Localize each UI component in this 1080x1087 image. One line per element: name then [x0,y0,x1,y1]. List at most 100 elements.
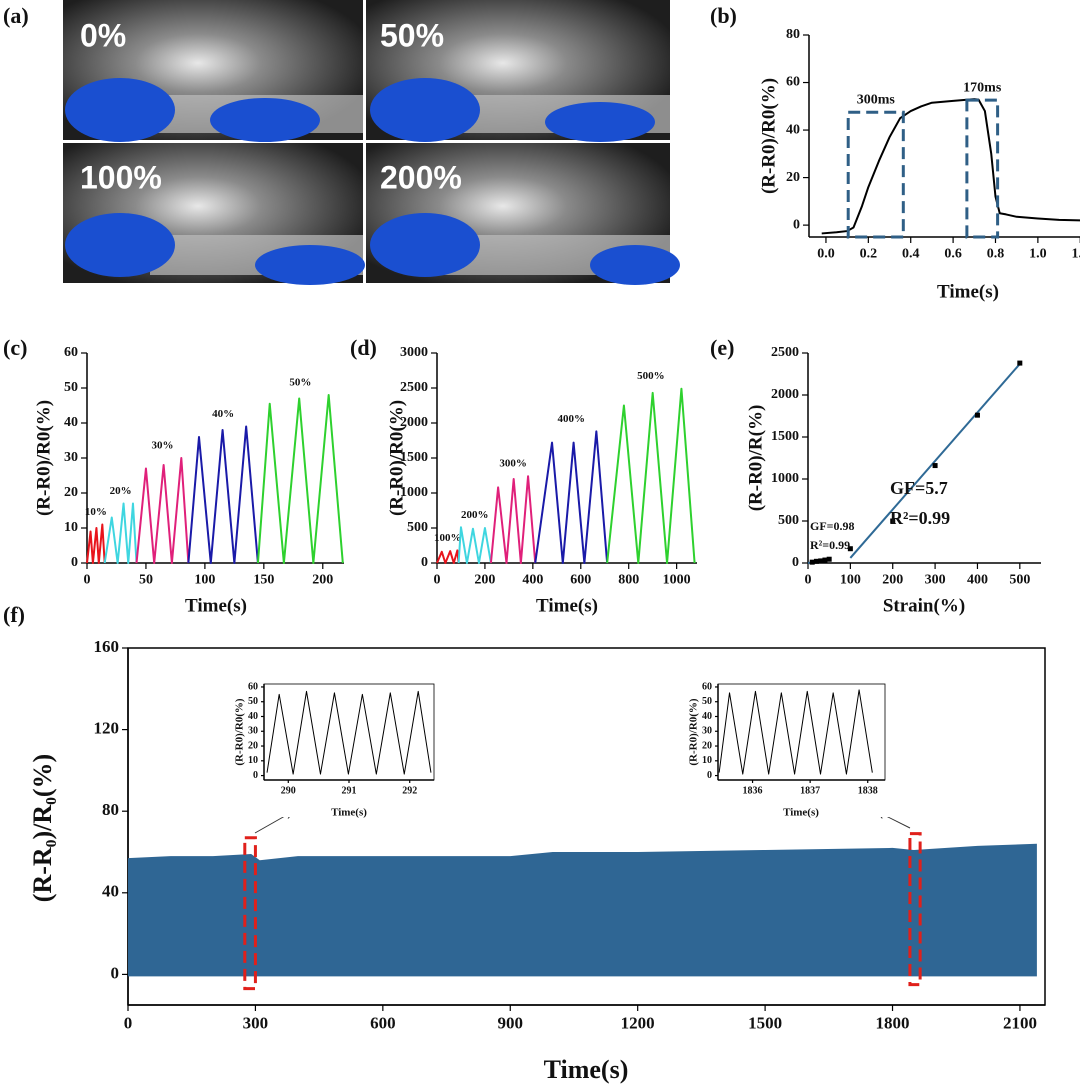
y-axis-title: (R-R0)/R0(%) [234,698,246,766]
x-tick-label: 2100 [1003,1014,1037,1033]
y-tick-label: 30 [64,450,78,465]
x-tick-label: 500 [1009,572,1030,587]
panel-label: (a) [3,3,29,28]
highlight-box [908,832,922,987]
y-tick-label: 80 [786,27,800,42]
series-label: 300% [499,458,527,470]
x-tick-label: 1.2 [1072,246,1080,261]
y-tick-label: 1000 [400,485,428,500]
series-label: 40% [212,408,234,420]
highlight-box [243,836,257,991]
y-tick-label: 50 [64,380,78,395]
x-tick-label: 600 [570,572,591,587]
y-tick-label: 0 [707,770,712,781]
x-axis-title: Time(s) [185,595,247,616]
x-axis-title: Time(s) [544,1055,629,1084]
series-label: 200% [461,509,489,521]
data-line [534,430,609,564]
photo-grid: 0% 50% 100% 200% [63,0,680,285]
data-point [822,557,828,563]
photo-caption: 100% [80,159,162,195]
x-tick-label: 1836 [743,785,763,796]
x-tick-label: 400 [967,572,988,587]
data-point [890,518,896,524]
x-tick-label: 1000 [663,572,691,587]
panel-label: (f) [3,602,25,627]
data-line [86,523,106,564]
panel-label: (b) [710,3,737,28]
y-tick-label: 1500 [400,450,428,465]
x-axis-title: Time(s) [783,807,819,819]
x-axis-title: Strain(%) [883,595,965,616]
x-tick-label: 200 [882,572,903,587]
x-tick-label: 200 [474,572,495,587]
data-line [457,526,492,564]
chart-panel: 290 291 292 0 10 20 30 40 50 60 Time(s) (R-R0)/R0(%… [226,676,442,819]
data-point [1017,360,1023,366]
photo-caption: 200% [380,159,462,195]
y-axis-title: (R-R0)/R(%) [745,405,766,512]
y-axis-title: (R-R₀)/R₀(%) [28,754,57,902]
data-line [135,457,190,564]
y-tick-label: 40 [786,122,800,137]
data-area [128,843,1037,977]
x-tick-label: 0.8 [987,246,1005,261]
y-tick-label: 160 [94,637,120,656]
y-tick-label: 60 [702,681,712,692]
x-tick-label: 0 [84,572,91,587]
y-tick-label: 500 [407,520,428,535]
series-label: 500% [637,370,665,382]
data-line [103,502,138,564]
highlight-box [846,110,905,239]
x-tick-label: 1200 [621,1014,655,1033]
y-tick-label: 40 [248,711,258,722]
chart-panel: 0 200 400 600 800 1000 0 500 1000 1500 2000 2500 300… [350,335,697,616]
y-tick-label: 2500 [400,380,428,395]
x-tick-label: 0.0 [817,246,835,261]
x-tick-label: 300 [243,1014,269,1033]
chart-panel: 0.00.20.40.60.81.01.21.4020406080Time(s)… [710,3,1080,302]
highlight-label: 300ms [857,92,896,107]
y-tick-label: 60 [786,75,800,90]
y-tick-label: 0 [111,963,120,982]
data-point [847,546,853,552]
series-label: 100% [434,532,462,544]
y-tick-label: 40 [64,415,78,430]
y-tick-label: 40 [702,711,712,722]
data-line [606,387,696,564]
x-tick-label: 292 [402,785,417,796]
y-tick-label: 30 [248,726,258,737]
y-tick-label: 0 [793,217,800,232]
x-tick-label: 600 [370,1014,396,1033]
y-tick-label: 80 [102,800,119,819]
y-axis-title: (R-R0)/R0(%) [758,78,779,194]
annotation: GF=5.7 [890,478,948,498]
x-tick-label: 400 [522,572,543,587]
x-tick-label: 1837 [800,785,820,796]
y-tick-label: 20 [248,740,258,751]
series-label: 50% [289,377,311,389]
y-tick-label: 1500 [771,429,799,444]
y-tick-label: 2000 [400,415,428,430]
x-tick-label: 1500 [748,1014,782,1033]
x-tick-label: 1800 [876,1014,910,1033]
data-line [436,549,460,564]
data-line [821,98,1080,235]
y-tick-label: 20 [786,170,800,185]
x-tick-label: 900 [498,1014,524,1033]
series-label: 400% [557,413,585,425]
photo [63,0,363,142]
y-tick-label: 20 [702,740,712,751]
annotation: GF=0.98 [810,519,855,533]
x-axis-title: Time(s) [937,281,999,302]
y-tick-label: 20 [64,485,78,500]
x-tick-label: 100 [194,572,215,587]
x-tick-label: 150 [253,572,274,587]
chart-panel: 0 300 600 900 1200 1500 1800 210004080120160Tim… [3,602,1046,1084]
y-tick-label: 3000 [400,345,428,360]
panel-label: (d) [350,335,377,360]
annotation: R²=0.99 [810,538,850,552]
y-tick-label: 30 [702,726,712,737]
x-tick-label: 0.4 [902,246,920,261]
series-label: 10% [85,506,107,518]
